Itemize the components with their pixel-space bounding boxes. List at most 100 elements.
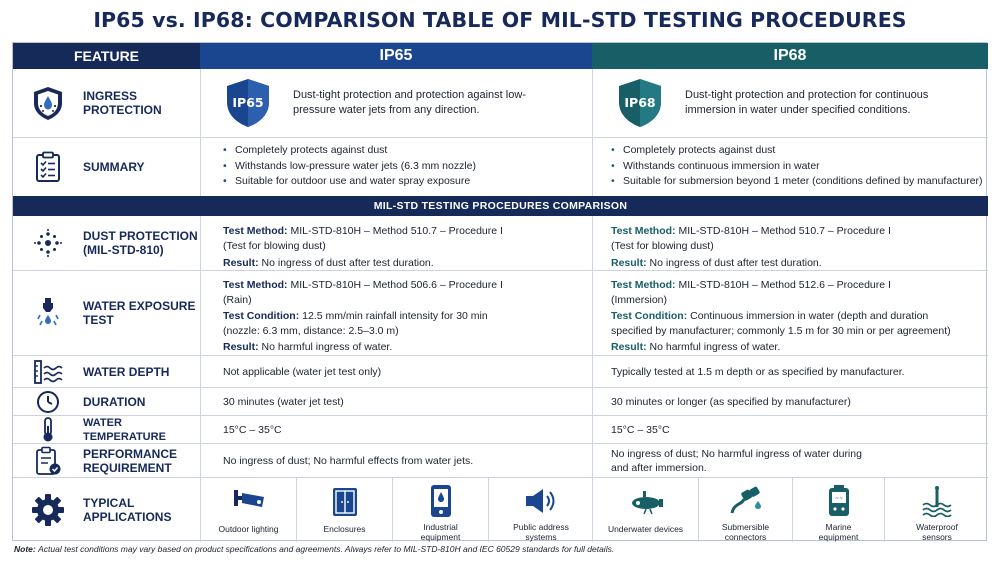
ip65-cell: 30 minutes (water jet test) [200,388,592,415]
ip68-summary-list: Completely protects against dust Withsta… [611,143,984,190]
feature-label: WATER DEPTH [83,364,170,379]
ip65-performance-text: No ingress of dust; No harmful effects f… [223,454,474,467]
feature-label: SUMMARY [83,160,145,174]
row-ingress: INGRESS PROTECTION IP65 Dust-tight protec… [13,69,988,138]
ip68-dust-block: Test Method: MIL-STD-810H – Method 510.7… [611,225,891,269]
feature-label: DUST PROTECTION (MIL-STD-810) [83,229,198,257]
svg-text:~~: ~~ [834,496,842,502]
submarine-drone-icon [626,484,666,520]
marine-gps-icon: ~~ [826,484,852,518]
ip68-depth-text: Typically tested at 1.5 m depth or as sp… [611,365,905,378]
feature-cell: SUMMARY [13,138,200,196]
feature-label: TYPICAL APPLICATIONS [83,496,172,524]
ip68-cell: 15°C – 35°C [592,416,988,443]
ip68-ingress-text: Dust-tight protection and protection for… [685,89,929,116]
footnote: Note: Actual test conditions may vary ba… [14,544,615,554]
feature-label: DURATION [83,394,146,409]
ip68-cell: Completely protects against dust Withsta… [592,138,988,196]
feature-cell: PERFORMANCE REQUIREMENT [13,444,200,477]
row-water-temperature: WATER TEMPERATURE 15°C – 35°C 15°C – 35°… [13,416,988,444]
shield-drop-icon [31,86,65,120]
ip65-cell: Test Method: MIL-STD-810H – Method 510.7… [200,216,592,270]
ip68-performance-text: No ingress of dust; No harmful ingress o… [611,447,862,474]
ip68-temperature-text: 15°C – 35°C [611,423,670,436]
row-duration: DURATION 30 minutes (water jet test) 30 … [13,388,988,416]
ip65-duration-text: 30 minutes (water jet test) [223,395,344,408]
feature-label: PERFORMANCE REQUIREMENT [83,446,178,475]
depth-gauge-icon [31,355,65,389]
svg-text:IP68: IP68 [624,95,655,110]
connector-cable-icon [728,484,764,518]
row-applications: TYPICAL APPLICATIONS Outdoor lighting [13,478,988,542]
list-item: Completely protects against dust [611,143,984,159]
row-water-exposure: WATER EXPOSURE TEST Test Method: MIL-STD-… [13,271,988,356]
ip65-dust-block: Test Method: MIL-STD-810H – Method 510.7… [223,225,503,269]
ip65-cell: Completely protects against dust Withsta… [200,138,592,196]
ip65-cell: 15°C – 35°C [200,416,592,443]
ip68-cell: Underwater devices Submersible connectors [592,478,988,542]
feature-cell: WATER TEMPERATURE [13,416,200,443]
water-probe-icon [920,484,954,518]
ip68-duration-text: 30 minutes or longer (as specified by ma… [611,395,851,408]
app-submersible-connectors: Submersible connectors [699,478,793,542]
app-underwater-devices: Underwater devices [593,478,699,542]
ip65-summary-list: Completely protects against dust Withsta… [223,143,588,190]
list-item: Suitable for outdoor use and water spray… [223,174,588,190]
ip68-cell: 30 minutes or longer (as specified by ma… [592,388,988,415]
ip65-cell: Test Method: MIL-STD-810H – Method 506.6… [200,271,592,355]
clock-icon [31,385,65,419]
feature-cell: WATER EXPOSURE TEST [13,271,200,355]
feature-label: WATER TEMPERATURE [83,416,166,443]
feature-label: INGRESS PROTECTION [83,89,162,117]
list-item: Suitable for submersion beyond 1 meter (… [611,174,984,190]
app-waterproof-sensors: Waterproof sensors [885,478,989,542]
svg-text:IP65: IP65 [232,95,263,110]
feature-cell: WATER DEPTH [13,356,200,387]
security-camera-icon [231,484,267,520]
row-performance: PERFORMANCE REQUIREMENT No ingress of dus… [13,444,988,478]
gear-icon [31,493,65,527]
spray-nozzle-icon [31,296,65,330]
ip68-cell: IP68 Dust-tight protection and protectio… [592,69,988,137]
ip65-badge-icon: IP65 [227,79,269,127]
ip68-cell: Typically tested at 1.5 m depth or as sp… [592,356,988,387]
thermometer-icon [31,413,65,447]
header-ip65: IP65 [200,43,592,69]
ip68-cell: Test Method: MIL-STD-810H – Method 510.7… [592,216,988,270]
app-marine-equipment: ~~ Marine equipment [793,478,885,542]
feature-cell: DURATION [13,388,200,415]
row-dust: DUST PROTECTION (MIL-STD-810) Test Method… [13,216,988,271]
handheld-device-icon [429,484,453,518]
row-summary: SUMMARY Completely protects against dust… [13,138,988,196]
list-item: Withstands low-pressure water jets (6.3 … [223,159,588,175]
feature-cell: TYPICAL APPLICATIONS [13,478,200,542]
ip68-cell: No ingress of dust; No harmful ingress o… [592,444,988,477]
header-ip68: IP68 [592,43,988,69]
ip65-temperature-text: 15°C – 35°C [223,423,282,436]
feature-cell: INGRESS PROTECTION [13,69,200,137]
app-industrial-equipment: Industrial equipment [393,478,489,542]
enclosure-cabinet-icon [331,484,359,520]
ip65-cell: IP65 Dust-tight protection and protectio… [200,69,592,137]
ip65-applications: Outdoor lighting Enclosures [201,478,593,542]
ip65-ingress-text: Dust-tight protection and protection aga… [293,89,526,116]
ip68-applications: Underwater devices Submersible connectors [593,478,989,542]
list-item: Withstands continuous immersion in water [611,159,984,175]
page-title: IP65 vs. IP68: COMPARISON TABLE OF MIL-S… [93,8,907,32]
checklist-icon [31,150,65,184]
speaker-icon [524,484,558,518]
section-title: MIL-STD TESTING PROCEDURES COMPARISON [13,196,988,216]
ip68-water-block: Test Method: MIL-STD-810H – Method 512.6… [611,279,951,353]
ip65-depth-text: Not applicable (water jet test only) [223,365,382,378]
ip65-water-block: Test Method: MIL-STD-810H – Method 506.6… [223,279,503,353]
feature-label: WATER EXPOSURE TEST [83,299,196,327]
header-feature: FEATURE [13,43,200,69]
app-public-address: Public address systems [489,478,593,542]
ip65-cell: No ingress of dust; No harmful effects f… [200,444,592,477]
row-water-depth: WATER DEPTH Not applicable (water jet te… [13,356,988,388]
clipboard-check-icon [31,444,65,478]
dust-particles-icon [31,226,65,260]
app-enclosures: Enclosures [297,478,393,542]
feature-cell: DUST PROTECTION (MIL-STD-810) [13,216,200,270]
comparison-table: FEATURE IP65 IP68 INGRESS PROTECTION IP65 [12,42,988,542]
